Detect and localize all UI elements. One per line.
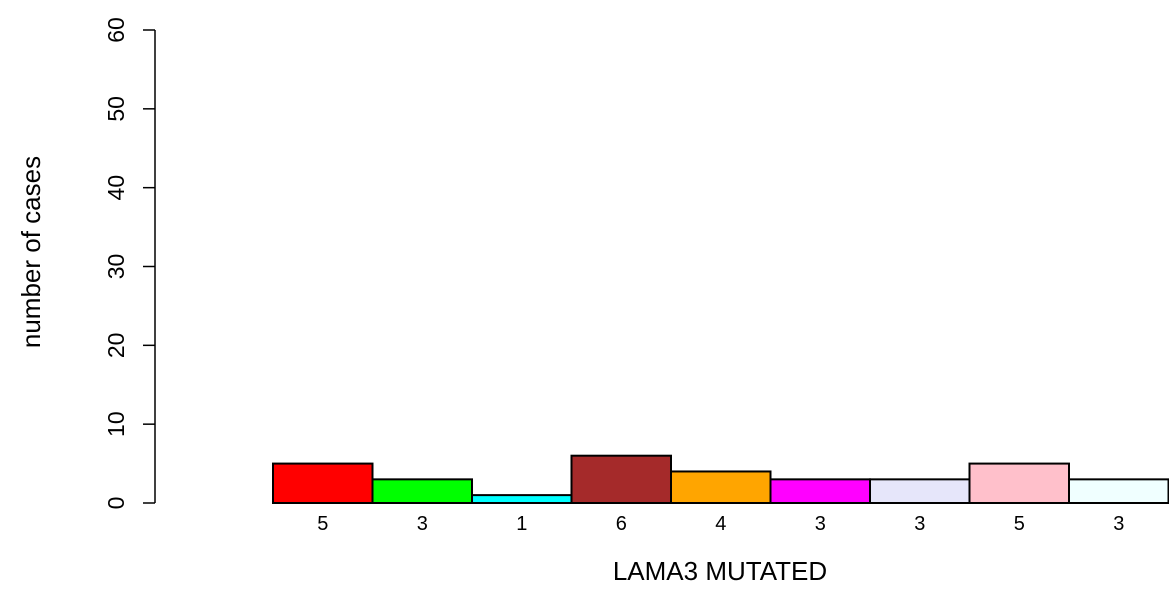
bar	[570, 454, 672, 505]
bar	[769, 478, 871, 505]
y-tick-label: 10	[103, 411, 129, 437]
bar-count-label: 5	[1014, 513, 1025, 535]
y-tick-label: 30	[103, 254, 129, 280]
bar	[968, 462, 1070, 505]
bar	[272, 462, 374, 505]
y-axis: 0 10 20 30 40 50 60	[103, 17, 156, 510]
y-tick-label: 20	[103, 333, 129, 359]
bar	[1068, 478, 1169, 505]
y-tick-label: 40	[103, 175, 129, 201]
y-tick-label: 60	[103, 17, 129, 43]
bar	[869, 478, 971, 505]
y-tick-label: 0	[103, 497, 129, 510]
y-axis-title: number of cases	[16, 156, 46, 348]
bar-count-label: 5	[317, 513, 328, 535]
bar	[670, 470, 772, 505]
bar-count-label: 4	[715, 513, 726, 535]
bar-count-label: 6	[616, 513, 627, 535]
bar-count-label: 3	[417, 513, 428, 535]
x-axis-title: LAMA3 MUTATED	[613, 556, 827, 586]
bar	[371, 478, 473, 505]
bars	[272, 454, 1169, 505]
bar-count-label: 3	[815, 513, 826, 535]
bar-labels: 5 3 1 6 4 3 3 5 3	[317, 513, 1124, 535]
bar-count-label: 3	[914, 513, 925, 535]
bar	[471, 494, 573, 505]
y-tick-label: 50	[103, 96, 129, 122]
bar-count-label: 1	[516, 513, 527, 535]
bar-count-label: 3	[1113, 513, 1124, 535]
